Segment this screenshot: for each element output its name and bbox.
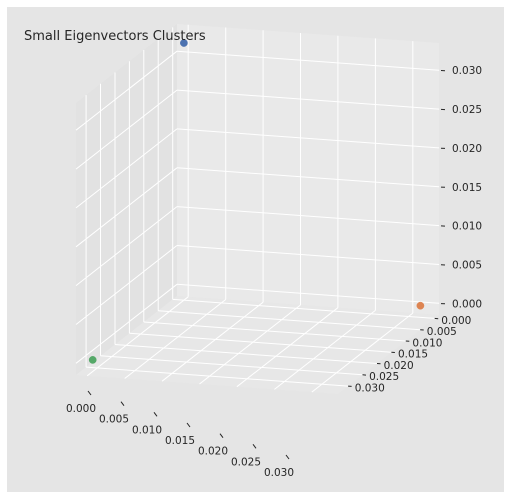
- grid-lines: [75, 24, 440, 393]
- z-tick-label: 0.000: [452, 298, 482, 310]
- y-grid-line: [124, 299, 227, 379]
- x-grid-line: [172, 298, 435, 319]
- chart-title: Small Eigenvectors Clusters: [24, 29, 206, 44]
- z-grid-line: [75, 89, 178, 170]
- left-pane: [76, 24, 177, 375]
- z-grid-line: [75, 245, 178, 325]
- z-tick-label: 0.010: [452, 221, 482, 233]
- x-tick-mark: [87, 390, 92, 396]
- x-tick-mark: [252, 443, 257, 449]
- z-grid-line: [176, 283, 440, 304]
- y-tick-label: 0.000: [441, 315, 471, 327]
- x-tick-label: 0.000: [66, 403, 96, 415]
- x-tick-mark: [219, 433, 224, 439]
- y-grid-line: [199, 304, 301, 385]
- y-grid-line: [161, 301, 264, 382]
- x-grid-line: [129, 332, 392, 353]
- z-grid-line: [176, 89, 440, 110]
- x-grid-line: [100, 355, 363, 376]
- y-tick-label: 0.025: [369, 371, 399, 383]
- x-tick-label: 0.010: [132, 424, 162, 436]
- axis-ticks: 0.0000.0050.0100.0150.0200.0250.0300.000…: [66, 65, 482, 479]
- x-tick-mark: [120, 401, 125, 407]
- z-tick-label: 0.015: [452, 182, 482, 194]
- z-grid-line: [75, 128, 178, 209]
- y-grid-line: [86, 296, 189, 377]
- z-tick-label: 0.020: [452, 143, 482, 155]
- y-grid-line: [311, 312, 414, 393]
- x-tick-label: 0.025: [231, 456, 261, 468]
- z-grid-line: [176, 167, 440, 188]
- floor-pane: [76, 296, 439, 394]
- x-tick-mark: [285, 454, 290, 460]
- x-grid-line: [158, 310, 421, 331]
- y-tick-label: 0.030: [355, 383, 385, 395]
- x-tick-label: 0.030: [264, 467, 294, 479]
- y-tick-label: 0.020: [384, 360, 414, 372]
- y-grid-line: [274, 310, 376, 390]
- z-grid-line: [75, 167, 178, 248]
- z-grid-line: [75, 283, 178, 364]
- z-tick-label: 0.030: [452, 65, 482, 77]
- z-tick-label: 0.025: [452, 104, 482, 116]
- x-tick-mark: [153, 411, 158, 417]
- x-grid-line: [143, 321, 406, 342]
- z-grid-line: [176, 245, 440, 265]
- y-tick-label: 0.015: [398, 349, 428, 361]
- y-grid-line: [236, 307, 339, 388]
- scatter-point-1: [180, 39, 188, 47]
- y-tick-label: 0.005: [427, 326, 457, 338]
- scatter-points: [88, 39, 425, 364]
- z-tick-label: 0.005: [452, 260, 482, 272]
- x-grid-line: [114, 344, 378, 364]
- y-tick-label: 0.010: [412, 337, 442, 349]
- scatter-point-3: [88, 356, 97, 364]
- x-tick-label: 0.005: [99, 414, 129, 426]
- z-grid-line: [75, 50, 178, 131]
- x-tick-mark: [186, 422, 191, 428]
- x-tick-label: 0.020: [198, 446, 228, 458]
- z-grid-line: [176, 206, 440, 227]
- x-grid-line: [86, 366, 349, 387]
- back-pane: [177, 24, 439, 315]
- scatter-point-2: [416, 301, 425, 310]
- z-grid-line: [75, 206, 178, 286]
- x-tick-label: 0.015: [165, 435, 195, 447]
- z-grid-line: [176, 128, 440, 149]
- z-grid-line: [176, 50, 440, 71]
